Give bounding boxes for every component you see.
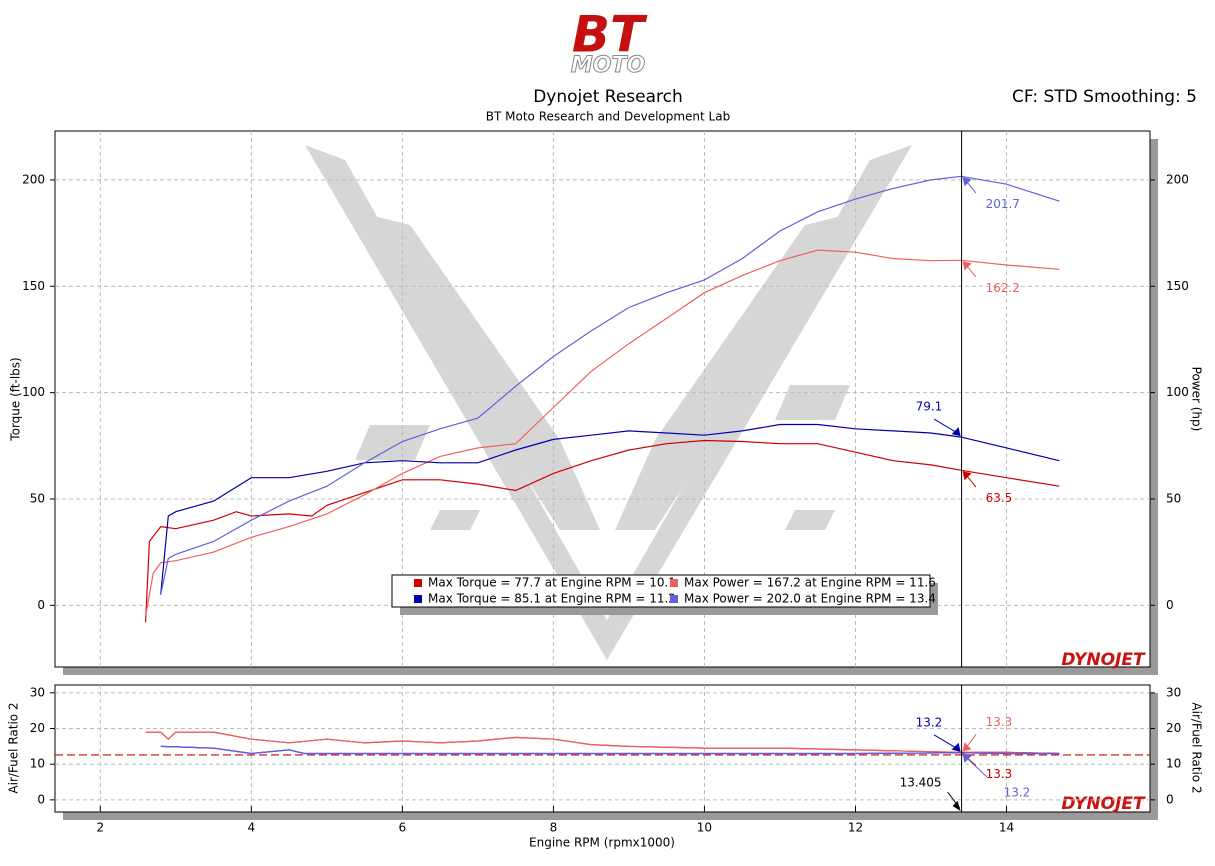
- cursor-arrowhead: [952, 801, 961, 811]
- readout-label: 162.2: [986, 281, 1020, 295]
- legend-label: Max Torque = 77.7 at Engine RPM = 10.1: [428, 576, 676, 590]
- watermark-shape: [615, 215, 845, 530]
- series-line: [160, 175, 1060, 595]
- x-tick-label: 4: [248, 821, 256, 835]
- x-tick-label: 10: [697, 821, 712, 835]
- readout-arrowhead: [951, 427, 961, 437]
- y-tick-label: 50: [30, 491, 45, 505]
- watermark-shape: [785, 510, 835, 530]
- chart-note: CF: STD Smoothing: 5: [1012, 87, 1197, 107]
- readout-label: 13.3: [986, 715, 1013, 729]
- readout-label: 13.2: [916, 715, 943, 729]
- y2-tick-label: 100: [1166, 385, 1189, 399]
- watermark-text: DYNOJET: [1061, 794, 1146, 814]
- series-line: [160, 423, 1060, 595]
- readout-arrow: [933, 734, 958, 750]
- readout-arrowhead: [962, 177, 972, 187]
- y-tick-label: 0: [37, 792, 45, 806]
- readout-arrow: [933, 418, 958, 434]
- readout-arrowhead: [951, 742, 961, 752]
- x-axis-label: Engine RPM (rpmx1000): [529, 836, 675, 850]
- y-tick-label: 100: [22, 385, 45, 399]
- y-tick-label: 0: [37, 598, 45, 612]
- y2-tick-label: 10: [1166, 757, 1181, 771]
- legend-swatch: [670, 595, 678, 603]
- logo-mark: BT: [572, 6, 648, 64]
- legend-swatch: [414, 595, 422, 603]
- watermark-shape: [305, 145, 912, 660]
- readout-label: 13.2: [1004, 785, 1031, 799]
- legend-swatch: [670, 579, 678, 587]
- chart-subtitle: BT Moto Research and Development Lab: [486, 110, 730, 124]
- legend-box: [391, 574, 931, 608]
- x-tick-label: 8: [550, 821, 558, 835]
- legend-label: Max Power = 167.2 at Engine RPM = 11.6: [684, 576, 936, 590]
- y2-axis-label: Power (hp): [1190, 367, 1204, 432]
- readout-arrowhead: [962, 471, 972, 481]
- y2-tick-label: 150: [1166, 279, 1189, 293]
- watermark-shape: [430, 510, 480, 530]
- y2-tick-label: 50: [1166, 491, 1181, 505]
- series-line: [145, 731, 1060, 755]
- y-tick-label: 200: [22, 172, 45, 186]
- series-line: [145, 249, 1060, 617]
- watermark-shape: [370, 215, 600, 530]
- x-tick-label: 2: [96, 821, 104, 835]
- watermark-logo: [305, 145, 912, 660]
- y2-tick-label: 20: [1166, 721, 1181, 735]
- y2-tick-label: 30: [1166, 685, 1181, 699]
- y2-tick-label: 200: [1166, 172, 1189, 186]
- chart-title: Dynojet Research: [533, 87, 683, 107]
- x-tick-label: 14: [999, 821, 1014, 835]
- readout-label: 13.3: [986, 767, 1013, 781]
- x-tick-label: 12: [848, 821, 863, 835]
- legend-label: Max Power = 202.0 at Engine RPM = 13.4: [684, 592, 936, 606]
- watermark-shape: [355, 425, 430, 460]
- series-line: [145, 439, 1060, 623]
- readout-label: 79.1: [916, 400, 943, 414]
- legend: Max Torque = 77.7 at Engine RPM = 10.1 Ma…: [391, 574, 938, 615]
- readout-arrowhead: [962, 753, 972, 763]
- legend-swatch: [414, 579, 422, 587]
- y2-axis-label: Air/Fuel Ratio 2: [1190, 702, 1204, 793]
- y2-tick-label: 0: [1166, 598, 1174, 612]
- y-axis-label: Torque (ft-lbs): [9, 357, 23, 441]
- watermark-text: DYNOJET: [1061, 650, 1146, 670]
- readout-label: 201.7: [986, 197, 1020, 211]
- readout-label: 63.5: [986, 491, 1013, 505]
- cursor-label: 13.405: [900, 776, 942, 790]
- y-tick-label: 30: [30, 685, 45, 699]
- y-tick-label: 10: [30, 757, 45, 771]
- y2-tick-label: 0: [1166, 792, 1174, 806]
- y-axis-label: Air/Fuel Ratio 2: [7, 702, 21, 793]
- readout-arrow: [965, 756, 988, 778]
- readout-arrowhead: [962, 261, 972, 271]
- logo-word: MOTO: [571, 53, 645, 78]
- watermark-shape: [775, 385, 850, 420]
- legend-label: Max Torque = 85.1 at Engine RPM = 11.2: [428, 592, 676, 606]
- x-tick-label: 6: [399, 821, 407, 835]
- readout-arrowhead: [962, 742, 972, 752]
- y-tick-label: 20: [30, 721, 45, 735]
- y-tick-label: 150: [22, 279, 45, 293]
